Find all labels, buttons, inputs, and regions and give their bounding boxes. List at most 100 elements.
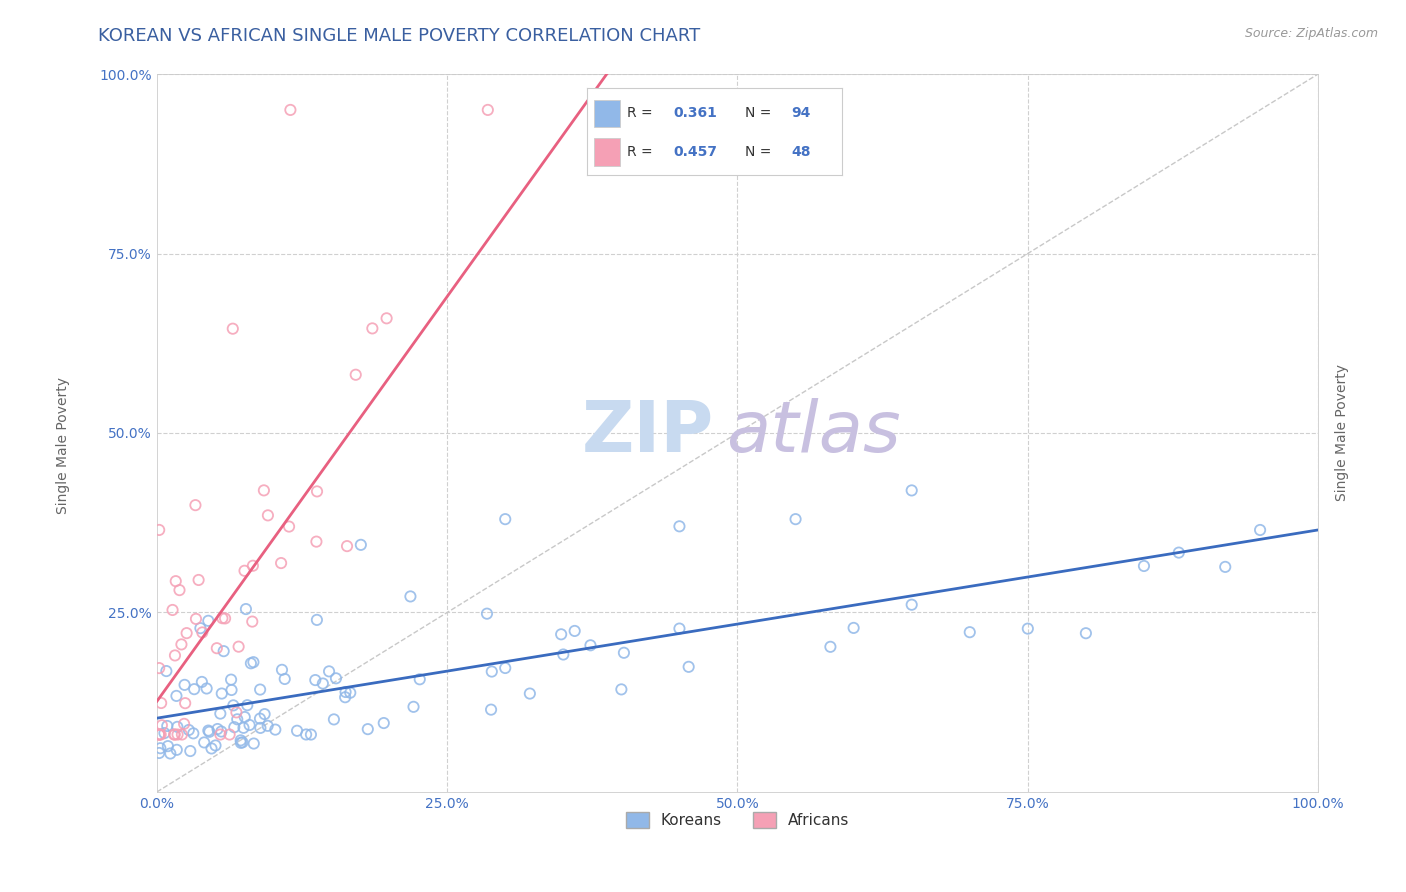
Point: [204, 739, 226, 753]
Point: [1213, 560, 1236, 574]
Text: ZIP: ZIP: [582, 399, 714, 467]
Point: [187, 573, 209, 587]
Point: [233, 564, 256, 578]
Point: [163, 648, 186, 663]
Point: [336, 539, 359, 553]
Text: atlas: atlas: [725, 399, 900, 467]
Text: KOREAN VS AFRICAN SINGLE MALE POVERTY CORRELATION CHART: KOREAN VS AFRICAN SINGLE MALE POVERTY CO…: [98, 27, 700, 45]
Point: [242, 558, 264, 573]
Point: [318, 665, 340, 679]
Point: [236, 698, 259, 713]
Point: [335, 685, 357, 699]
Point: [295, 727, 318, 741]
Point: [221, 683, 243, 698]
Point: [475, 607, 498, 621]
Point: [274, 672, 297, 686]
Point: [229, 733, 252, 747]
Point: [211, 611, 233, 625]
Point: [191, 674, 214, 689]
Point: [668, 622, 690, 636]
Point: [232, 721, 254, 735]
Point: [159, 747, 181, 761]
Point: [207, 722, 229, 736]
Point: [373, 716, 395, 731]
Y-axis label: Single Male Poverty: Single Male Poverty: [1334, 365, 1348, 501]
Point: [166, 743, 188, 757]
Point: [613, 646, 636, 660]
Point: [212, 644, 235, 658]
Point: [325, 671, 347, 685]
Point: [149, 727, 172, 741]
Point: [226, 712, 249, 726]
Point: [198, 724, 221, 739]
Point: [553, 648, 575, 662]
Point: [1167, 546, 1189, 560]
Point: [610, 682, 633, 697]
Point: [357, 722, 380, 736]
Point: [153, 726, 176, 740]
Point: [195, 681, 218, 696]
Point: [264, 723, 287, 737]
Point: [233, 710, 256, 724]
Point: [242, 655, 264, 669]
Point: [249, 712, 271, 726]
Point: [785, 512, 807, 526]
Point: [253, 483, 276, 498]
Point: [249, 721, 271, 735]
Point: [402, 699, 425, 714]
Point: [350, 538, 373, 552]
Point: [149, 741, 172, 756]
Point: [163, 727, 186, 741]
Point: [253, 707, 276, 722]
Point: [239, 657, 262, 671]
Point: [222, 698, 245, 713]
Point: [197, 723, 219, 738]
Point: [1017, 622, 1039, 636]
Legend: Koreans, Africans: Koreans, Africans: [620, 806, 855, 835]
Point: [900, 598, 922, 612]
Point: [209, 727, 232, 741]
Point: [1133, 559, 1156, 574]
Point: [228, 640, 250, 654]
Point: [209, 724, 232, 739]
Point: [166, 727, 188, 741]
Point: [174, 696, 197, 710]
Point: [278, 519, 301, 533]
Point: [163, 727, 186, 741]
Point: [959, 625, 981, 640]
Point: [900, 483, 922, 498]
Point: [235, 602, 257, 616]
Point: [304, 673, 326, 687]
Point: [218, 727, 240, 741]
Point: [148, 661, 170, 675]
Point: [481, 665, 503, 679]
Point: [333, 690, 356, 705]
Point: [165, 689, 187, 703]
Point: [181, 726, 204, 740]
Point: [176, 626, 198, 640]
Point: [257, 508, 280, 523]
Point: [211, 687, 233, 701]
Point: [173, 678, 195, 692]
Point: [209, 706, 232, 721]
Point: [322, 713, 344, 727]
Point: [1074, 626, 1097, 640]
Point: [169, 583, 191, 598]
Point: [214, 611, 236, 625]
Point: [312, 676, 335, 690]
Point: [177, 723, 200, 737]
Point: [550, 627, 572, 641]
Point: [344, 368, 367, 382]
Text: Source: ZipAtlas.com: Source: ZipAtlas.com: [1244, 27, 1378, 40]
Point: [148, 523, 170, 537]
Point: [305, 484, 328, 499]
Point: [222, 321, 245, 335]
Point: [299, 727, 322, 741]
Point: [148, 727, 170, 741]
Point: [399, 590, 422, 604]
Point: [519, 687, 541, 701]
Point: [280, 103, 302, 117]
Point: [494, 661, 516, 675]
Point: [494, 512, 516, 526]
Point: [270, 556, 292, 570]
